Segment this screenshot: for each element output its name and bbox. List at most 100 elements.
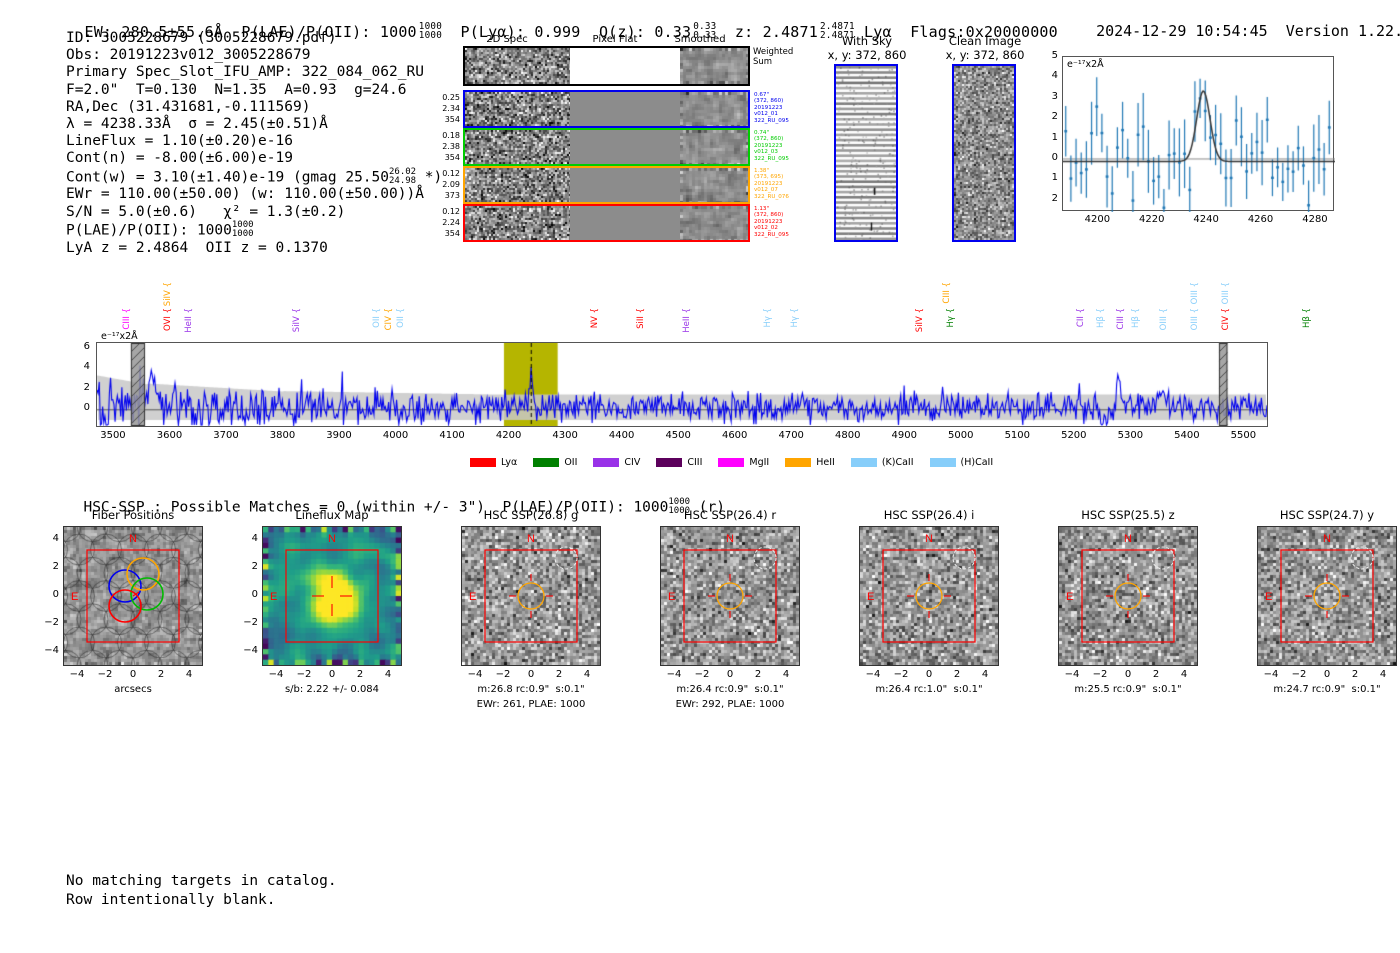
cutout-ytick: 4 (251, 533, 258, 544)
cutout-xtick: 4 (384, 669, 392, 680)
fiber-rows: 0.25 2.34 354 0.67" (372, 860) 20191223 v… (440, 90, 789, 245)
spectrum-xtick: 4500 (665, 430, 691, 441)
cutout-image-fiber (63, 526, 203, 666)
fiber-stats: 0.18 2.38 354 (442, 131, 460, 162)
legend-item: (H)CaII (929, 457, 993, 468)
linefit-ytick: 1 (1051, 131, 1058, 143)
linefit-xtick: 4260 (1247, 214, 1274, 225)
cutout-xtick: 2 (555, 669, 563, 680)
legend-swatch (929, 458, 956, 467)
cutout-caption-1: s/b: 2.22 +/- 0.084 (284, 684, 380, 695)
cutout-xtick: 0 (527, 669, 535, 680)
weighted-sum-strip (463, 46, 750, 86)
cutout-panel-title: HSC SSP(25.5) z (1081, 508, 1175, 522)
header-timestamp-version: 2024-12-29 10:54:45 Version 1.22.3 (1078, 4, 1400, 40)
legend-label: CIII (687, 457, 703, 468)
line-fit-canvas (1063, 57, 1335, 212)
cutout-ytick: 2 (52, 561, 59, 572)
linefit-xtick: 4240 (1193, 214, 1219, 225)
emission-line-label: HeII { (682, 308, 692, 333)
cutout-caption-2: EWr: 292, PLAE: 1000 (675, 699, 785, 710)
cutout-xtick: −2 (296, 669, 312, 680)
fiber-2dspec (465, 130, 570, 164)
cutout-image-gray (660, 526, 800, 666)
emission-line-label: SiII { (636, 308, 646, 329)
info-plae: P(LAE)/P(OII): 1000 1000 1000 (66, 219, 254, 239)
info-lambda: λ = 4238.33Å σ = 2.45(±0.51)Å (66, 116, 328, 133)
fiber-2dspec (465, 168, 570, 202)
cutout-ytick: −4 (44, 645, 59, 656)
legend-item: OII (533, 457, 577, 468)
legend-item: CIII (656, 457, 702, 468)
spectrum-xtick: 4400 (608, 430, 635, 441)
fiber-meta: 0.74" (372, 860) 20191223 v012_03 322_RU… (754, 130, 789, 162)
cutout-ytick: −2 (243, 617, 258, 628)
cutout-xtick: 2 (953, 669, 961, 680)
header-plae-range: 1000 1000 (418, 21, 442, 42)
cutout-canvas (1258, 527, 1396, 665)
cutout-canvas (836, 66, 896, 240)
cutout-caption-1: m:24.7 rc:0.9" s:0.1" (1273, 684, 1381, 695)
linefit-ytick: 5 (1051, 50, 1058, 61)
emission-line-label: OIII { (1221, 282, 1231, 305)
cutout-caption-1: arcsecs (114, 684, 152, 695)
linefit-ytick: 4 (1051, 70, 1058, 82)
info-cont-wide: Cont(w) = 3.10(±1.40)e-19 (gmag 25.50 26.… (66, 166, 443, 186)
cutout-canvas (263, 527, 401, 665)
cutout-caption-1: m:26.8 rc:0.9" s:0.1" (477, 684, 585, 695)
cutout-xtick: 2 (1152, 669, 1160, 680)
cutout-xtick: 0 (726, 669, 734, 680)
header-plae-label: P(LAE)/P(OII): 1000 (241, 22, 417, 41)
emission-line-label: SiIV { (915, 308, 925, 333)
spectrum-xtick: 3700 (213, 430, 239, 441)
legend-item: Lyα (470, 457, 517, 468)
cutout-row: Fiber Positions N E 4 2 0 −2 −4 −4 −2 0 2 4 arcsecs Li… (0, 508, 1400, 738)
fiber-spec-box (463, 204, 750, 242)
legend-swatch (785, 458, 812, 467)
legend-label: HeII (816, 457, 835, 468)
legend-label: Lyα (501, 457, 518, 468)
cutout-xtick: 2 (157, 669, 165, 680)
spectrum-xtick: 3900 (326, 430, 352, 441)
legend-swatch (850, 458, 877, 467)
spectrum-ytick: 6 (83, 341, 90, 353)
emission-line-label: SiIV { (292, 308, 302, 333)
linefit-xtick: 4200 (1084, 214, 1111, 225)
cutout-xtick: 4 (782, 669, 790, 680)
cutout-panel-title: HSC SSP(26.4) i (883, 508, 975, 522)
header-plya: P(Lyα): 0.999 (460, 22, 581, 41)
source-info-block: ID: 3005228679 (3005228679.pdf) Obs: 201… (66, 30, 442, 257)
hsc-summary-text: HSC-SSP : Possible Matches = 0 (within +… (83, 499, 669, 516)
fiber-smoothed (680, 92, 748, 126)
emission-line-label: CIV { (1221, 308, 1231, 331)
linefit-xtick: 4280 (1302, 214, 1328, 225)
cutout-xtick: −2 (1291, 669, 1307, 680)
cutout-xtick: 4 (981, 669, 989, 680)
cutout-ytick: 0 (251, 589, 258, 600)
cutout-caption-2: EWr: 261, PLAE: 1000 (476, 699, 586, 710)
legend-item: (K)CaII (850, 457, 914, 468)
linefit-ytick: 2 (1051, 111, 1058, 123)
fiber-smoothed (680, 206, 748, 240)
fiber-pixelflat (570, 168, 680, 202)
cutout-xtick: 2 (1351, 669, 1359, 680)
cutout-xtick: 0 (1124, 669, 1132, 680)
spectrum-xtick: 4100 (439, 430, 465, 441)
cutout-ytick: 0 (52, 589, 59, 600)
col-title-pixelflat: Pixel Flat (592, 34, 638, 45)
version: Version 1.22.3 (1285, 22, 1400, 40)
legend-label: OII (564, 457, 578, 468)
spectrum-xtick: 4900 (891, 430, 917, 441)
cutout-canvas (860, 527, 998, 665)
emission-line-label: Hβ { (1096, 308, 1106, 328)
cutout-xtick: −4 (268, 669, 284, 680)
info-radec: RA,Dec (31.431681,-0.111569) (66, 98, 311, 115)
legend-swatch (470, 458, 496, 467)
emission-line-label: Hβ { (1302, 308, 1312, 328)
emission-line-label: SiIV { (163, 282, 173, 307)
cutout-xtick: −2 (495, 669, 511, 680)
fiber-spec-box (463, 166, 750, 204)
linefit-ytick: 1 (1051, 172, 1058, 184)
info-gmag-range: 26.02 24.98 (389, 166, 417, 186)
header-summary-line: EW: 280.5±55.6Å P(LAE)/P(OII): 1000 1000 1… (66, 4, 1058, 41)
